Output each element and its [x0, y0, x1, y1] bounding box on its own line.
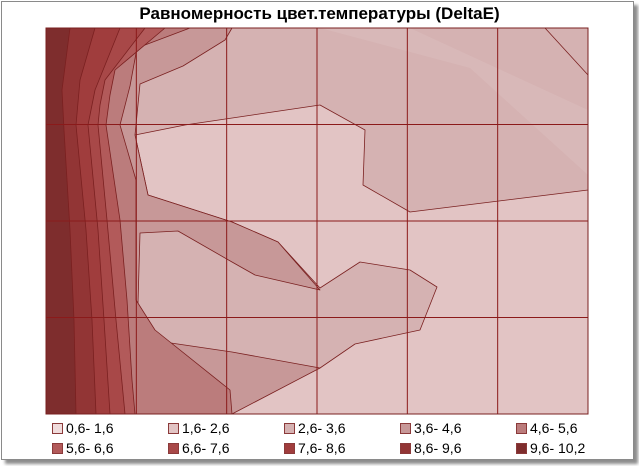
legend-label: 7,6- 8,6 — [298, 440, 346, 456]
legend-item: 7,6- 8,6 — [284, 440, 345, 456]
legend-item: 9,6- 10,2 — [516, 440, 585, 456]
legend-item: 6,6- 7,6 — [168, 440, 229, 456]
legend-item: 3,6- 4,6 — [400, 420, 461, 436]
legend-label: 0,6- 1,6 — [66, 420, 114, 436]
legend-swatch — [400, 443, 411, 454]
legend-label: 4,6- 5,6 — [530, 420, 578, 436]
legend-item: 0,6- 1,6 — [52, 420, 113, 436]
legend-label: 8,6- 9,6 — [414, 440, 462, 456]
legend-item: 5,6- 6,6 — [52, 440, 113, 456]
legend-swatch — [168, 443, 179, 454]
legend-swatch — [400, 423, 411, 434]
surface-facet — [320, 28, 588, 175]
legend-swatch — [52, 423, 63, 434]
plot-border — [45, 27, 589, 415]
legend-label: 6,6- 7,6 — [182, 440, 230, 456]
legend-label: 3,6- 4,6 — [414, 420, 462, 436]
legend-label: 2,6- 3,6 — [298, 420, 346, 436]
legend-label: 1,6- 2,6 — [182, 420, 230, 436]
legend-swatch — [516, 423, 527, 434]
legend-label: 9,6- 10,2 — [530, 440, 586, 456]
legend-swatch — [284, 443, 295, 454]
legend-swatch — [284, 423, 295, 434]
legend-item: 8,6- 9,6 — [400, 440, 461, 456]
legend-swatch — [52, 443, 63, 454]
legend-label: 5,6- 6,6 — [66, 440, 114, 456]
legend-item: 2,6- 3,6 — [284, 420, 345, 436]
chart-title: Равномерность цвет.температуры (DeltaE) — [139, 4, 500, 23]
legend-item: 4,6- 5,6 — [516, 420, 577, 436]
legend-item: 1,6- 2,6 — [168, 420, 229, 436]
legend-swatch — [168, 423, 179, 434]
legend-swatch — [516, 443, 527, 454]
